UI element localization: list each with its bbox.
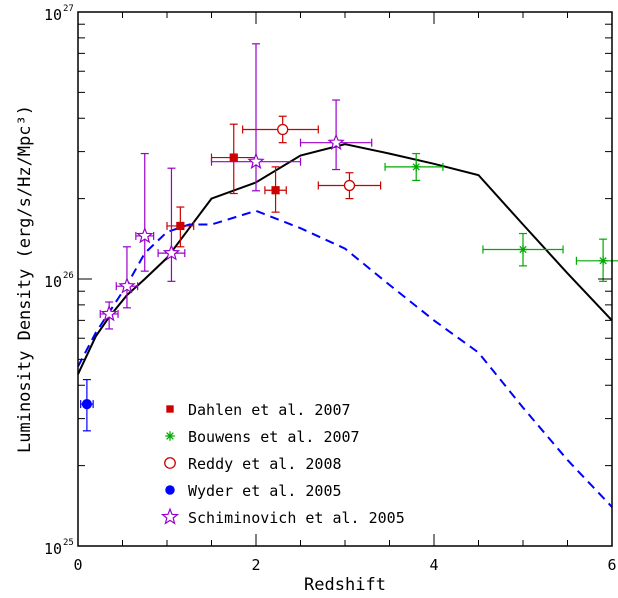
- filled-circle-marker: [81, 398, 93, 410]
- asterisk-marker: [598, 256, 608, 266]
- legend-label: Schiminovich et al. 2005: [188, 509, 405, 527]
- open-star-marker: [118, 277, 136, 294]
- open-circle-marker: [277, 123, 289, 136]
- y-axis-label: Luminosity Density (erg/s/Hz/Mpc³): [15, 105, 35, 453]
- data-point: [299, 99, 373, 171]
- legend-label: Dahlen et al. 2007: [188, 401, 351, 419]
- data-point: [482, 232, 564, 267]
- x-tick-label: 0: [73, 556, 82, 574]
- data-point: [135, 152, 155, 272]
- legend-label: Reddy et al. 2008: [188, 455, 342, 473]
- legend-entry: Bouwens et al. 2007: [165, 428, 360, 446]
- open-circle-marker: [343, 179, 356, 192]
- legend-entry: Reddy et al. 2008: [164, 455, 342, 473]
- y-tick-exponent: 26: [63, 271, 74, 281]
- legend: Dahlen et al. 2007 Bouwens et al. 2007 Red…: [160, 401, 405, 527]
- legend-asterisk-marker: [165, 431, 175, 441]
- legend-entry: Schiminovich et al. 2005: [160, 507, 405, 527]
- legend-entry: Wyder et al. 2005: [165, 482, 342, 500]
- x-axis-label: Redshift: [304, 575, 386, 595]
- legend-label: Wyder et al. 2005: [188, 482, 342, 500]
- y-tick-exponent: 25: [63, 538, 74, 548]
- data-point: [242, 115, 319, 144]
- model-lines: [77, 143, 613, 508]
- legend-open-star-marker: [160, 507, 180, 525]
- data-point: [384, 152, 444, 182]
- data-points: [80, 43, 618, 432]
- open-star-marker: [100, 304, 118, 322]
- x-tick-label: 2: [251, 556, 260, 574]
- legend-filled-circle-marker: [165, 485, 175, 495]
- plot-frame: [77, 11, 613, 547]
- data-point: [210, 43, 302, 192]
- y-tick-label: 10: [44, 273, 62, 291]
- data-point: [115, 246, 139, 309]
- asterisk-marker: [411, 162, 421, 172]
- data-point: [157, 167, 186, 282]
- asterisk-stroke: [166, 432, 174, 440]
- y-tick-label: 10: [44, 6, 62, 24]
- legend-entry: Dahlen et al. 2007: [166, 401, 351, 419]
- asterisk-stroke: [412, 163, 420, 171]
- asterisk-stroke: [519, 245, 527, 254]
- data-point: [80, 378, 94, 432]
- filled-square-marker: [176, 221, 185, 231]
- asterisk-marker: [518, 244, 528, 254]
- data-point: [99, 301, 119, 330]
- data-point: [264, 166, 287, 213]
- dashed-model-line: [77, 209, 613, 508]
- legend-open-circle-marker: [164, 457, 176, 469]
- x-tick-label: 6: [607, 556, 616, 574]
- x-tick-label: 4: [429, 556, 438, 574]
- asterisk-stroke: [599, 257, 607, 265]
- data-point: [575, 238, 618, 282]
- filled-square-marker: [271, 186, 280, 195]
- open-star-marker: [136, 226, 154, 244]
- data-point: [166, 206, 195, 248]
- data-point: [317, 172, 382, 200]
- solid-model-line: [77, 143, 613, 375]
- open-star-marker: [327, 133, 345, 151]
- y-tick-label: 10: [44, 540, 62, 558]
- filled-square-marker: [229, 153, 238, 162]
- open-star-marker: [247, 152, 265, 170]
- open-star-marker: [162, 243, 181, 261]
- y-tick-exponent: 27: [63, 4, 74, 14]
- legend-label: Bouwens et al. 2007: [188, 428, 360, 446]
- legend-filled-square-marker: [166, 405, 174, 413]
